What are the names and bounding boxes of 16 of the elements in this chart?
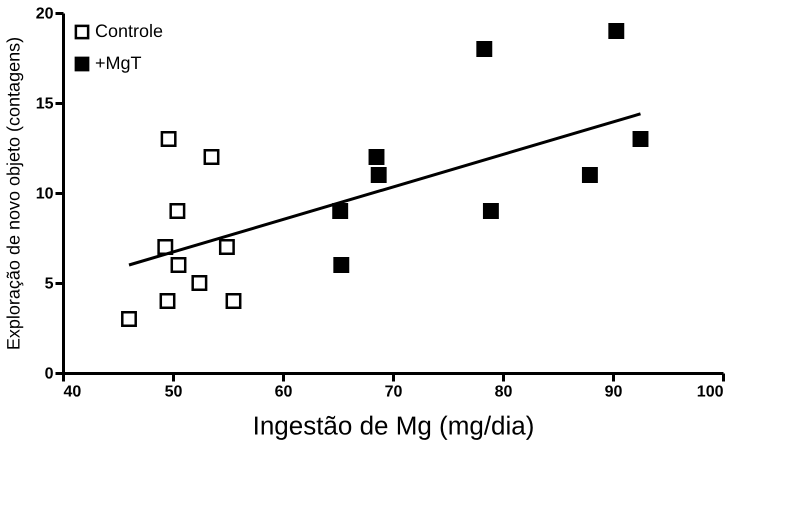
legend-label: +MgT <box>95 53 142 73</box>
legend-label: Controle <box>95 21 164 41</box>
y-tick-label: 20 <box>36 6 54 22</box>
y-tick-label: 10 <box>36 186 54 202</box>
y-axis-title: Exploração de novo objeto (contagens) <box>4 36 24 350</box>
x-tick-label: 70 <box>384 384 402 400</box>
y-tick-label: 15 <box>36 96 54 112</box>
x-tick-label: 50 <box>164 384 182 400</box>
y-tick-label: 0 <box>44 366 54 382</box>
x-axis-title: Ingestão de Mg (mg/dia) <box>252 410 534 440</box>
y-tick-label: 5 <box>44 276 54 292</box>
x-tick-label: 80 <box>494 384 512 400</box>
x-tick-label: 60 <box>274 384 292 400</box>
x-tick-label: 40 <box>64 384 82 400</box>
x-tick-label: 100 <box>696 384 724 400</box>
x-tick-label: 90 <box>604 384 622 400</box>
